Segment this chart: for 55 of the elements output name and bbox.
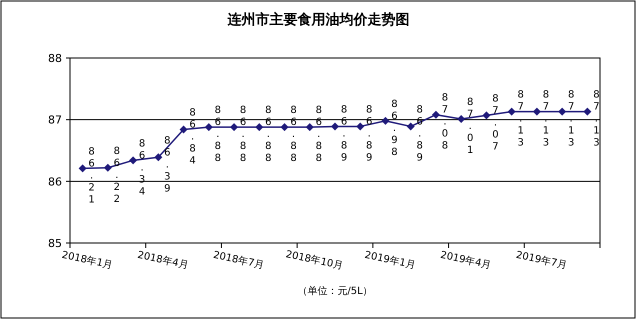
data-label: 87.13: [590, 90, 602, 150]
point: [154, 153, 162, 162]
data-label: 87.01: [464, 97, 476, 158]
point: [129, 156, 138, 164]
data-label: 86.88: [212, 105, 224, 166]
point: [204, 123, 213, 132]
point: [432, 110, 440, 119]
data-label: 86.34: [136, 138, 148, 198]
point: [457, 115, 466, 124]
x-tick-label: 2018年1月: [60, 248, 114, 272]
point: [532, 108, 541, 116]
point: [230, 123, 238, 132]
point: [331, 122, 339, 130]
point: [482, 111, 490, 120]
x-tick-label: 2019年1月: [364, 248, 417, 272]
data-label: 86.89: [338, 104, 350, 164]
text: （单位：元/5L）: [297, 285, 373, 297]
data-label: 87.13: [566, 90, 577, 150]
x-tick-label: 2018年7月: [212, 248, 266, 272]
data-label: 86.89: [364, 104, 375, 164]
point: [78, 164, 87, 172]
data-label: 87.07: [490, 93, 501, 154]
point: [381, 116, 390, 125]
data-label: 86.88: [262, 105, 274, 166]
x-tick-label: 2018年4月: [136, 248, 190, 272]
data-label: 86.39: [162, 135, 173, 196]
y-tick-label: 87: [48, 114, 62, 127]
data-label: 86.88: [238, 105, 249, 166]
point: [306, 123, 314, 132]
data-label: 86.88: [288, 105, 300, 166]
data-label: 87.13: [540, 90, 552, 150]
x-tick-label: 2018年10月: [284, 248, 344, 272]
data-label: 86.84: [187, 108, 198, 168]
point: [583, 108, 592, 116]
data-label: 86.22: [111, 146, 122, 206]
point: [104, 164, 112, 172]
point: [180, 126, 188, 134]
point: [406, 122, 415, 130]
chart-title: 连州市主要食用油均价走势图: [226, 11, 410, 28]
y-tick-label: 88: [48, 52, 62, 65]
point: [280, 123, 289, 132]
data-label: 87.08: [439, 92, 450, 153]
data-label: 86.98: [388, 98, 400, 159]
data-label: 86.89: [414, 104, 426, 164]
x-tick-label: 2019年4月: [439, 248, 492, 272]
point: [356, 122, 364, 130]
point: [558, 108, 566, 116]
data-label: 87.13: [515, 90, 526, 150]
data-label: 86.21: [86, 146, 98, 206]
point: [508, 108, 516, 116]
point: [255, 123, 264, 132]
data-label: 86.88: [313, 105, 324, 166]
x-tick-label: 2019年7月: [514, 248, 568, 272]
y-tick-label: 85: [48, 237, 62, 250]
y-tick-label: 86: [48, 175, 62, 188]
